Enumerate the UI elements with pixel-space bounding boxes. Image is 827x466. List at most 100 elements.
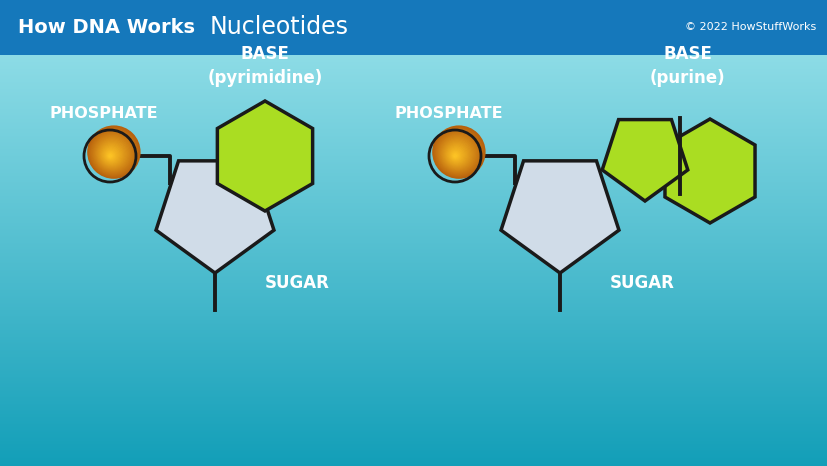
Bar xyxy=(0,128,827,129)
Bar xyxy=(0,215,827,216)
Bar xyxy=(0,387,827,388)
Bar xyxy=(0,379,827,380)
Bar xyxy=(0,109,827,110)
Bar xyxy=(0,320,827,321)
Bar xyxy=(0,356,827,357)
Bar xyxy=(0,96,827,97)
Bar xyxy=(0,205,827,206)
Circle shape xyxy=(437,133,477,173)
Bar xyxy=(0,338,827,339)
Bar xyxy=(0,175,827,176)
Bar xyxy=(0,70,827,71)
Bar xyxy=(0,314,827,315)
Bar xyxy=(0,385,827,386)
Circle shape xyxy=(108,154,112,158)
Bar xyxy=(0,214,827,215)
Polygon shape xyxy=(218,101,313,211)
Bar xyxy=(0,72,827,73)
Bar xyxy=(0,108,827,109)
Bar xyxy=(0,354,827,355)
Bar xyxy=(0,402,827,403)
Bar xyxy=(0,425,827,426)
Bar xyxy=(0,261,827,262)
Bar xyxy=(0,396,827,397)
Circle shape xyxy=(94,135,131,171)
Bar xyxy=(0,99,827,100)
Bar xyxy=(0,375,827,376)
Bar xyxy=(0,111,827,112)
Bar xyxy=(0,251,827,252)
Polygon shape xyxy=(664,119,754,223)
Bar xyxy=(0,459,827,460)
Bar xyxy=(0,230,827,231)
Bar xyxy=(0,73,827,74)
Bar xyxy=(0,78,827,79)
Bar xyxy=(0,95,827,96)
Bar xyxy=(0,231,827,232)
Bar xyxy=(0,55,827,56)
Circle shape xyxy=(435,130,480,176)
Bar xyxy=(0,269,827,270)
Circle shape xyxy=(445,144,467,165)
Bar xyxy=(0,158,827,159)
Bar xyxy=(0,395,827,396)
Bar xyxy=(0,368,827,369)
Bar xyxy=(0,201,827,202)
Bar xyxy=(0,407,827,408)
Bar xyxy=(0,424,827,425)
Bar xyxy=(0,292,827,293)
Bar xyxy=(0,465,827,466)
Bar xyxy=(0,381,827,382)
Bar xyxy=(0,380,827,381)
Text: BASE
(pyrimidine): BASE (pyrimidine) xyxy=(207,45,323,87)
Bar xyxy=(0,200,827,201)
Bar xyxy=(0,236,827,237)
Circle shape xyxy=(453,155,456,157)
Bar xyxy=(0,63,827,64)
Bar xyxy=(0,110,827,111)
Bar xyxy=(0,79,827,80)
Bar xyxy=(0,384,827,385)
Bar xyxy=(0,298,827,299)
Bar xyxy=(0,415,827,416)
Bar xyxy=(0,178,827,179)
Bar xyxy=(0,246,827,247)
Bar xyxy=(0,58,827,59)
Bar xyxy=(0,194,827,195)
Bar xyxy=(0,455,827,456)
Circle shape xyxy=(449,149,461,161)
Bar xyxy=(0,394,827,395)
Bar xyxy=(0,121,827,122)
Bar xyxy=(0,202,827,203)
Bar xyxy=(0,438,827,439)
Bar xyxy=(0,176,827,177)
Bar xyxy=(0,430,827,431)
Bar xyxy=(0,144,827,145)
Bar xyxy=(0,291,827,292)
Bar xyxy=(0,196,827,197)
Bar xyxy=(0,92,827,93)
Bar xyxy=(0,262,827,263)
Bar xyxy=(0,392,827,393)
Bar xyxy=(0,126,827,127)
Bar xyxy=(0,143,827,144)
Bar xyxy=(0,268,827,269)
Circle shape xyxy=(90,130,136,176)
Bar xyxy=(0,303,827,304)
Circle shape xyxy=(99,141,125,167)
Bar xyxy=(0,287,827,288)
Bar xyxy=(0,304,827,305)
Bar xyxy=(0,372,827,373)
Bar xyxy=(0,222,827,223)
Bar xyxy=(0,140,827,141)
Bar xyxy=(0,272,827,273)
Bar xyxy=(0,187,827,188)
Bar xyxy=(0,254,827,255)
Bar xyxy=(0,321,827,322)
Bar xyxy=(0,309,827,310)
Bar xyxy=(0,293,827,294)
Bar xyxy=(0,98,827,99)
Bar xyxy=(0,115,827,116)
Bar xyxy=(0,285,827,286)
Bar xyxy=(0,227,827,228)
